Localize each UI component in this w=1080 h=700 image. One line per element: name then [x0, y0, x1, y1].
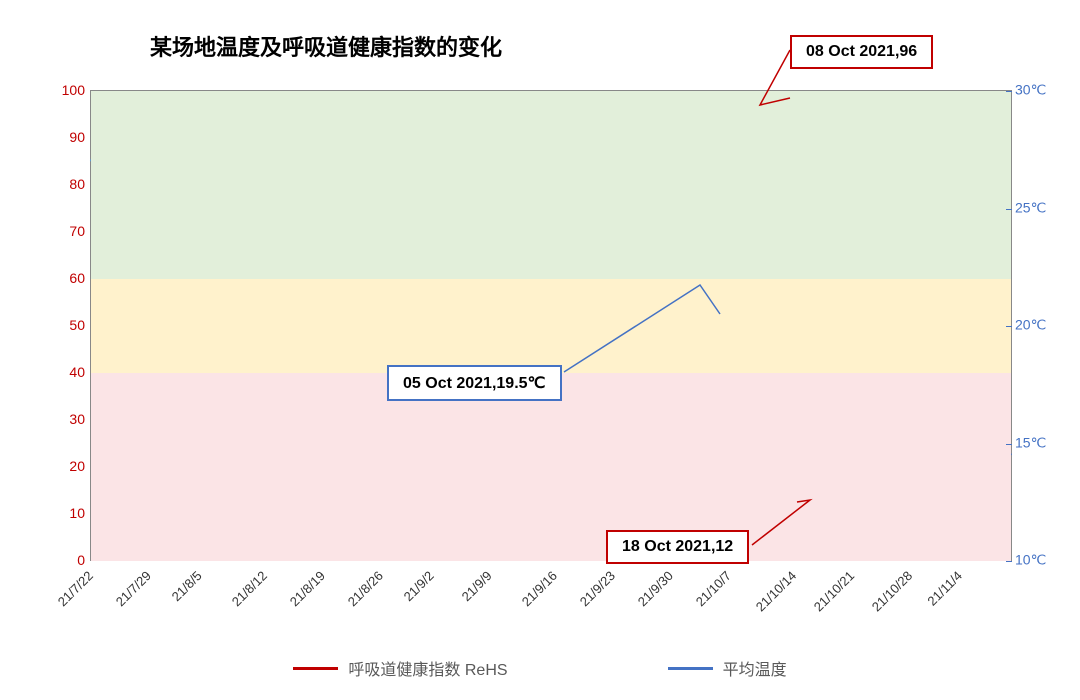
legend-label-temp: 平均温度 [723, 656, 787, 680]
legend-label-rehs: 呼吸道健康指数 ReHS [348, 656, 507, 680]
chart-container: 某场地温度及呼吸道健康指数的变化 0102030405060708090100 … [20, 20, 1060, 680]
callout-leader [20, 20, 1060, 680]
legend-swatch-rehs [293, 667, 338, 670]
chart-legend: 呼吸道健康指数 ReHS 平均温度 [20, 656, 1060, 680]
legend-item-temp: 平均温度 [668, 656, 787, 680]
legend-swatch-temp [668, 667, 713, 670]
legend-item-rehs: 呼吸道健康指数 ReHS [293, 656, 507, 680]
